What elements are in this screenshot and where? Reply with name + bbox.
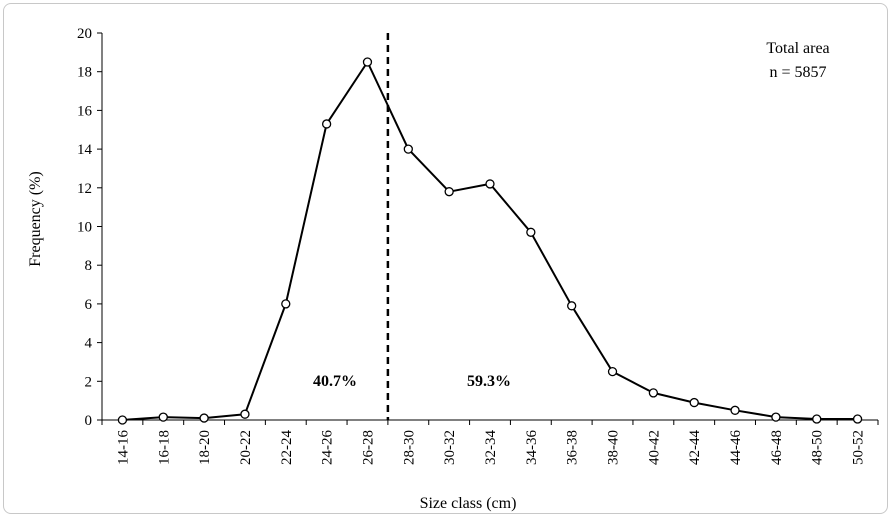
data-point	[117, 415, 128, 425]
x-tick-label: 44-46	[728, 430, 744, 465]
series-group	[117, 57, 863, 425]
y-axis-title: Frequency (%)	[27, 171, 44, 267]
chart-frame	[3, 3, 888, 514]
left-percentage-label: 40.7%	[313, 373, 357, 390]
data-point	[812, 414, 822, 424]
axes	[101, 33, 878, 421]
y-tick-label: 14	[77, 142, 93, 158]
ticks: 0 2 4 6 8 10 12 14 16 18 20 14-16 16-18 18-20 20-22 22-…	[77, 26, 879, 465]
legend-title: Total area	[766, 40, 829, 57]
x-tick-label: 32-34	[483, 430, 499, 465]
data-point	[771, 412, 781, 422]
x-tick-label: 42-44	[687, 430, 703, 465]
data-point	[362, 57, 373, 67]
series-line	[122, 61, 858, 421]
data-point	[199, 413, 209, 423]
data-point	[485, 179, 495, 189]
y-tick-label: 18	[77, 65, 92, 81]
data-point	[567, 301, 577, 311]
x-axis-title: Size class (cm)	[420, 495, 517, 512]
y-tick-label: 10	[77, 220, 92, 236]
data-point	[281, 299, 291, 309]
y-tick-label: 6	[85, 297, 93, 313]
y-tick-label: 2	[85, 374, 93, 390]
data-point	[689, 397, 699, 408]
data-point	[403, 144, 413, 154]
x-tick-label: 24-26	[320, 430, 336, 465]
right-percentage-label: 59.3%	[467, 373, 511, 390]
x-tick-label: 34-36	[524, 430, 540, 465]
x-tick-label: 40-42	[646, 430, 662, 465]
data-point	[321, 119, 332, 129]
data-point	[240, 409, 250, 419]
x-tick-label: 28-30	[401, 430, 417, 465]
data-point	[730, 405, 740, 415]
x-tick-label: 16-18	[156, 430, 172, 465]
data-point	[648, 388, 659, 398]
x-tick-label: 14-16	[115, 430, 131, 465]
data-point	[852, 414, 863, 424]
y-tick-label: 8	[85, 258, 93, 274]
x-tick-label: 36-38	[565, 430, 581, 465]
x-tick-label: 26-28	[360, 430, 376, 465]
x-tick-label: 30-32	[442, 430, 458, 465]
x-tick-label: 46-48	[769, 430, 785, 465]
x-tick-label: 38-40	[606, 430, 622, 465]
x-tick-label: 48-50	[810, 430, 826, 465]
data-point	[158, 412, 168, 422]
x-tick-label: 20-22	[238, 430, 254, 465]
data-point	[526, 227, 536, 237]
y-tick-label: 16	[77, 103, 93, 119]
x-tick-label: 18-20	[197, 430, 213, 465]
y-tick-label: 20	[77, 26, 92, 42]
y-tick-label: 12	[77, 181, 92, 197]
y-tick-label: 0	[85, 413, 93, 429]
legend-count: n = 5857	[769, 64, 826, 81]
x-tick-label: 50-52	[851, 430, 867, 465]
data-point	[607, 366, 618, 377]
y-tick-label: 4	[85, 336, 93, 352]
x-tick-label: 22-24	[279, 430, 295, 465]
data-point	[444, 187, 454, 197]
